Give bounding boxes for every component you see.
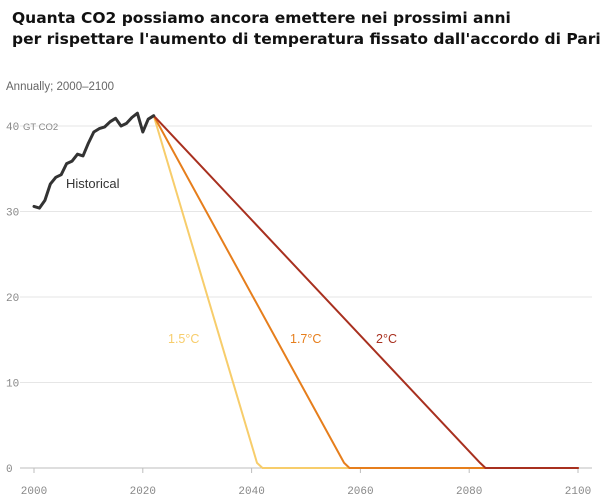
series-line-1-5-c	[152, 114, 579, 469]
y-tick-label-0: 0	[6, 464, 13, 476]
y-tick-label-40: 40	[6, 122, 19, 134]
series-label-3: 2°C	[376, 332, 397, 346]
x-tick-label-2040: 2040	[238, 486, 264, 498]
series-line-historical	[32, 111, 156, 210]
chart-title-line-1: Quanta CO2 possiamo ancora emettere nei …	[12, 9, 511, 27]
y-tick-label-30: 30	[6, 208, 19, 220]
series-label-2: 1.7°C	[290, 332, 321, 346]
x-tick-label-2080: 2080	[456, 486, 482, 498]
series-label-0: Historical	[66, 176, 120, 191]
y-tick-label-10: 10	[6, 379, 19, 391]
series-line-1-7-c	[152, 114, 579, 469]
series-line-2-c	[152, 114, 579, 469]
x-tick-label-2100: 2100	[565, 486, 591, 498]
chart-title: Quanta CO2 possiamo ancora emettere nei …	[12, 8, 600, 50]
y-tick-label-20: 20	[6, 293, 19, 305]
series-label-1: 1.5°C	[168, 332, 199, 346]
chart-subtitle: Annually; 2000–2100	[6, 81, 115, 93]
y-unit-label: GT CO2	[23, 122, 58, 133]
x-tick-label-2060: 2060	[347, 486, 373, 498]
x-tick-label-2000: 2000	[21, 486, 47, 498]
x-tick-label-2020: 2020	[130, 486, 156, 498]
chart-title-line-2: per rispettare l'aumento di temperatura …	[12, 30, 600, 48]
